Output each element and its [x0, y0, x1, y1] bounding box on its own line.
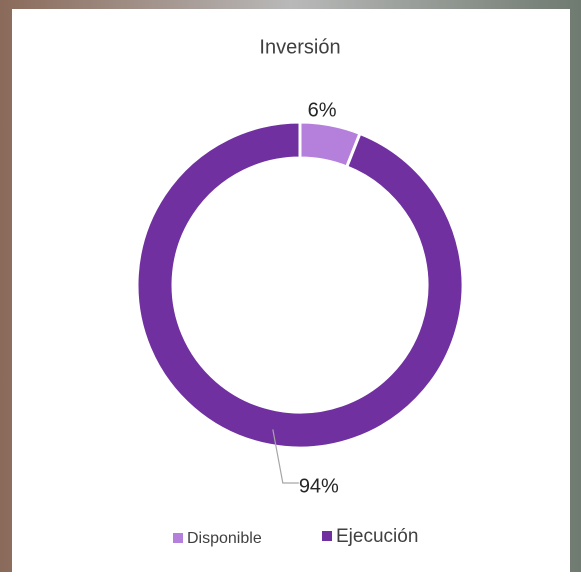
legend-label: Ejecución	[336, 526, 418, 547]
page: Inversión 6%94%DisponibleEjecución (() =…	[0, 0, 581, 572]
chart: Inversión 6% 94% Disponible Ejecución	[0, 0, 581, 572]
legend-swatch	[173, 533, 183, 543]
chart-card	[12, 9, 570, 572]
legend-swatch	[322, 531, 332, 541]
data-label: 6%	[308, 100, 337, 122]
chart-title: Inversión	[259, 36, 340, 58]
legend-label: Disponible	[187, 530, 262, 547]
data-label: 94%	[299, 475, 339, 497]
